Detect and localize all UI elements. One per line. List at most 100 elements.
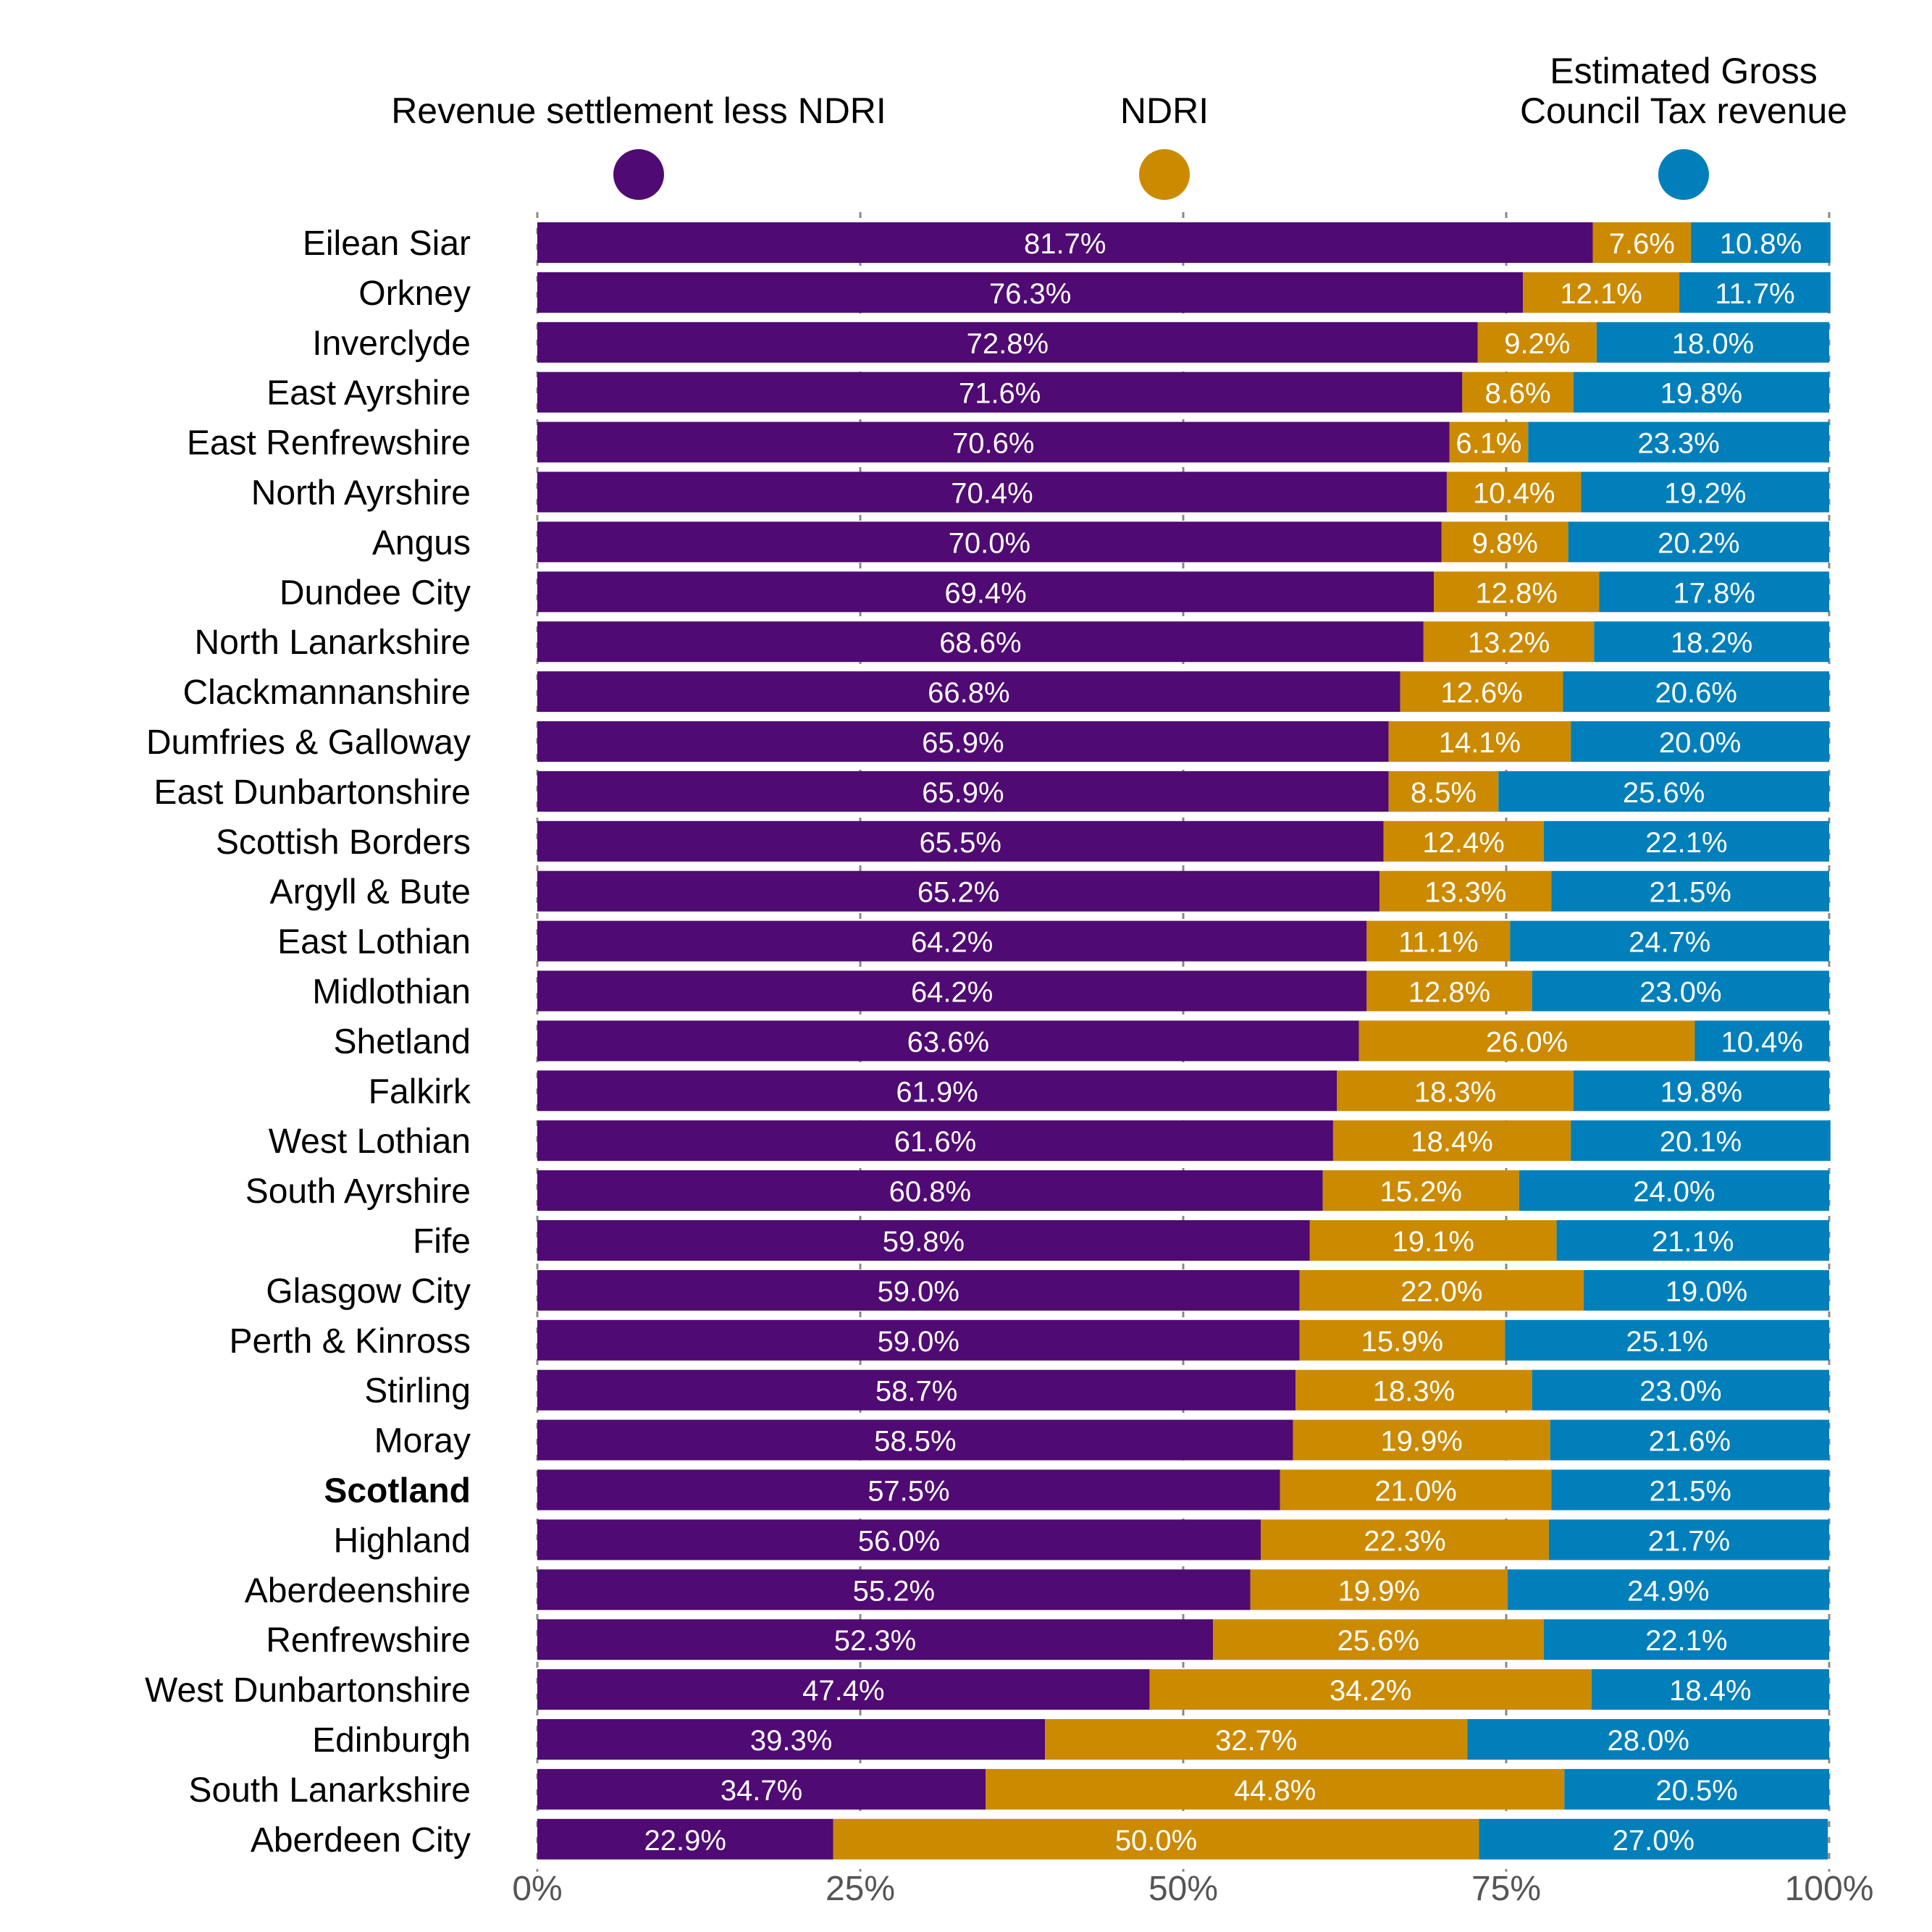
bar-segment-revenue-settlement xyxy=(537,1419,1293,1461)
bar-row: 34.7% 44.8% 20.5% xyxy=(537,1768,1829,1810)
bar-segment-ndri xyxy=(1295,1369,1532,1411)
data-label: 70.0% xyxy=(949,527,1030,559)
bar-row: 22.9% 50.0% 27.0% xyxy=(537,1818,1828,1860)
data-label: 15.9% xyxy=(1361,1326,1443,1358)
data-label: 72.8% xyxy=(967,328,1049,360)
data-label: 19.8% xyxy=(1660,378,1742,410)
category-label: Scotland xyxy=(324,1472,471,1511)
bar-segment-revenue-settlement xyxy=(537,1070,1337,1112)
bar-segment-ndri xyxy=(1299,1269,1584,1311)
legend-marker-icon xyxy=(613,149,664,200)
bar-row: 76.3% 12.1% 11.7% xyxy=(537,272,1831,313)
bar-segment-revenue-settlement xyxy=(537,970,1367,1012)
bar-segment-ndri xyxy=(1366,970,1532,1012)
data-label: 71.6% xyxy=(959,378,1041,410)
data-label: 44.8% xyxy=(1234,1775,1316,1807)
data-label: 52.3% xyxy=(834,1625,916,1657)
data-label: 57.5% xyxy=(868,1476,949,1508)
bar-row: 63.6% 26.0% 10.4% xyxy=(537,1020,1829,1062)
data-label: 23.3% xyxy=(1637,428,1719,460)
bar-segment-council-tax xyxy=(1596,322,1829,363)
bar-row: 59.0% 15.9% 25.1% xyxy=(537,1319,1829,1361)
data-label: 21.0% xyxy=(1374,1476,1456,1508)
bar-row: 55.2% 19.9% 24.9% xyxy=(537,1569,1829,1610)
data-label: 6.1% xyxy=(1456,428,1521,460)
data-label: 21.6% xyxy=(1649,1426,1731,1458)
data-label: 21.7% xyxy=(1648,1525,1730,1557)
bar-segment-council-tax xyxy=(1571,721,1829,762)
data-label: 63.6% xyxy=(907,1026,989,1058)
bar-row: 61.9% 18.3% 19.8% xyxy=(537,1070,1829,1112)
bar-segment-ndri xyxy=(1358,1020,1695,1062)
category-label: Shetland xyxy=(334,1022,471,1061)
bar-segment-revenue-settlement xyxy=(537,272,1524,313)
bar-segment-council-tax xyxy=(1584,1269,1829,1311)
category-label: Dundee City xyxy=(280,574,471,612)
category-label: Highland xyxy=(334,1521,471,1560)
data-label: 14.1% xyxy=(1439,727,1521,759)
data-label: 76.3% xyxy=(989,278,1071,310)
bar-row: 69.4% 12.8% 17.8% xyxy=(537,571,1829,613)
category-label: East Ayrshire xyxy=(266,374,471,413)
data-label: 12.8% xyxy=(1476,577,1558,609)
data-label: 13.2% xyxy=(1468,627,1550,659)
bar-segment-revenue-settlement xyxy=(537,471,1447,513)
bar-segment-revenue-settlement xyxy=(537,1020,1359,1062)
bar-segment-ndri xyxy=(1250,1569,1508,1610)
bar-row: 66.8% 12.6% 20.6% xyxy=(537,671,1829,713)
data-label: 56.0% xyxy=(858,1525,940,1557)
bar-segment-council-tax xyxy=(1510,920,1829,962)
data-label: 17.8% xyxy=(1673,577,1755,609)
data-label: 21.1% xyxy=(1652,1226,1734,1258)
data-label: 23.0% xyxy=(1639,1376,1721,1408)
data-label: 19.2% xyxy=(1664,478,1746,510)
bar-segment-council-tax xyxy=(1564,1768,1829,1810)
bar-segment-revenue-settlement xyxy=(537,1220,1310,1261)
bar-segment-ndri xyxy=(1213,1619,1544,1660)
data-label: 70.4% xyxy=(951,478,1033,510)
bar-segment-revenue-settlement xyxy=(537,1619,1214,1660)
data-label: 81.7% xyxy=(1024,228,1106,260)
legend-marker-icon xyxy=(1139,149,1190,200)
bar-row: 72.8% 9.2% 18.0% xyxy=(537,322,1829,363)
data-label: 10.8% xyxy=(1720,228,1802,260)
bar-segment-council-tax xyxy=(1581,471,1829,513)
data-label: 25.6% xyxy=(1337,1625,1419,1657)
data-label: 18.3% xyxy=(1373,1376,1455,1408)
data-label: 58.7% xyxy=(875,1376,957,1408)
category-label: Edinburgh xyxy=(312,1721,471,1760)
bar-row: 47.4% 34.2% 18.4% xyxy=(537,1669,1829,1710)
data-label: 24.9% xyxy=(1627,1575,1709,1607)
category-label: Scottish Borders xyxy=(216,823,471,862)
bar-segment-council-tax xyxy=(1543,820,1829,862)
category-label: Perth & Kinross xyxy=(230,1322,471,1361)
data-label: 18.2% xyxy=(1671,627,1752,659)
bar-row: 65.9% 14.1% 20.0% xyxy=(537,721,1829,762)
bar-segment-ndri xyxy=(1299,1319,1505,1361)
data-label: 65.9% xyxy=(922,727,1004,759)
bar-segment-revenue-settlement xyxy=(537,770,1389,812)
bar-segment-ndri xyxy=(1400,671,1563,713)
bar-segment-council-tax xyxy=(1599,571,1829,613)
data-label: 19.0% xyxy=(1666,1276,1747,1308)
category-label: Orkney xyxy=(358,274,471,313)
bar-segment-ndri xyxy=(1592,222,1692,263)
data-label: 7.6% xyxy=(1609,228,1675,260)
category-label: Angus xyxy=(372,524,471,562)
bar-segment-revenue-settlement xyxy=(537,521,1442,563)
data-label: 59.0% xyxy=(878,1326,959,1358)
category-label: North Ayrshire xyxy=(251,474,471,513)
bar-segment-council-tax xyxy=(1467,1719,1829,1760)
category-label: Fife xyxy=(413,1222,471,1261)
data-label: 47.4% xyxy=(802,1675,884,1707)
bar-row: 59.8% 19.1% 21.1% xyxy=(537,1220,1829,1261)
data-label: 25.1% xyxy=(1626,1326,1708,1358)
bar-segment-ndri xyxy=(1309,1220,1557,1261)
bar-row: 64.2% 11.1% 24.7% xyxy=(537,920,1829,962)
data-label: 22.1% xyxy=(1645,827,1727,859)
x-tick-label: 100% xyxy=(1785,1870,1874,1908)
data-label: 10.4% xyxy=(1721,1026,1803,1058)
bar-segment-ndri xyxy=(1388,770,1499,812)
bar-segment-ndri xyxy=(1477,322,1597,363)
bar-segment-council-tax xyxy=(1551,870,1829,912)
